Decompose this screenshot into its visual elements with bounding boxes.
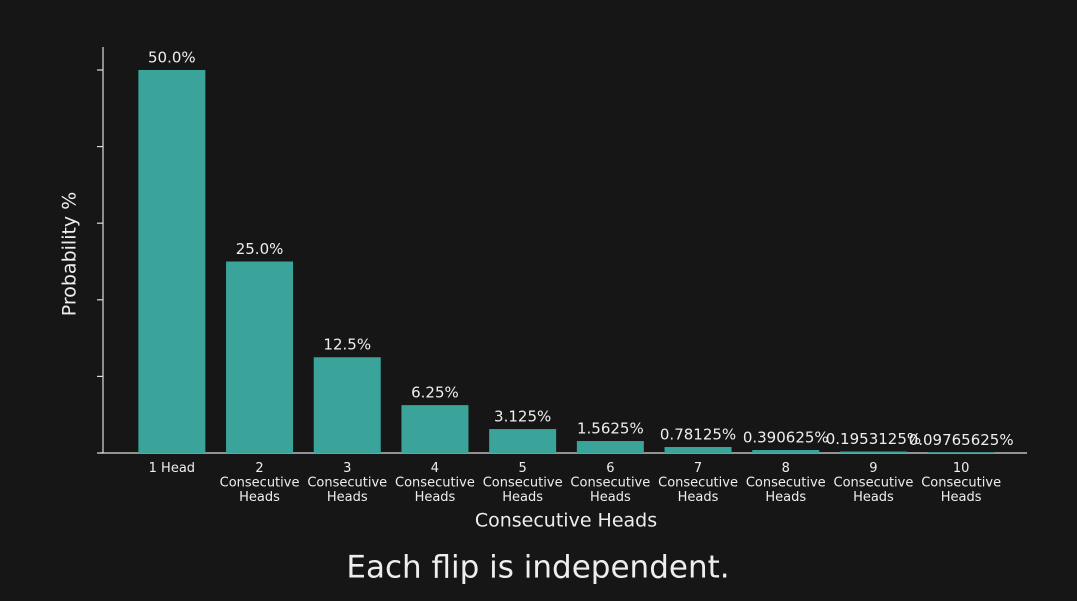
bar	[138, 69, 206, 453]
x-tick-label: 5 Consecutive Heads	[483, 461, 563, 505]
x-tick-label: 3 Consecutive Heads	[307, 461, 387, 505]
bar	[489, 429, 557, 453]
x-tick-label-line: Heads	[327, 490, 368, 505]
x-tick-label: 9 Consecutive Heads	[834, 461, 914, 505]
x-tick-label: 4 Consecutive Heads	[395, 461, 475, 505]
x-tick-label: 10 Consecutive Heads	[921, 461, 1001, 505]
x-tick-label-line: Consecutive	[834, 475, 914, 490]
x-tick-label-line: Heads	[765, 490, 806, 505]
x-tick-label-line: 2	[255, 461, 263, 476]
bar	[313, 357, 381, 453]
value-label: 50.0%	[148, 48, 196, 66]
x-tick-label-line: 10	[953, 461, 970, 476]
value-label: 0.78125%	[660, 426, 736, 444]
bar	[927, 452, 995, 453]
y-axis-title: Probability %	[59, 192, 81, 317]
x-tick-label-line: Consecutive	[395, 475, 475, 490]
value-label: 1.5625%	[577, 420, 644, 438]
value-label: 6.25%	[411, 384, 459, 402]
bar	[839, 451, 907, 453]
x-tick-label-line: 8	[782, 461, 790, 476]
x-tick-label-line: 9	[869, 461, 877, 476]
x-tick-label-line: Consecutive	[483, 475, 563, 490]
value-label: 0.1953125%	[826, 430, 921, 448]
bar	[401, 405, 469, 453]
value-label: 12.5%	[323, 336, 371, 354]
x-tick-label-line: Consecutive	[658, 475, 738, 490]
x-tick-label-line: Heads	[415, 490, 456, 505]
value-label: 0.390625%	[743, 429, 829, 447]
value-label: 0.09765625%	[909, 431, 1014, 449]
x-tick-label-line: 6	[606, 461, 614, 476]
x-axis-title: Consecutive Heads	[475, 510, 657, 532]
x-tick-label: 2 Consecutive Heads	[220, 461, 300, 505]
x-tick-label-line: 3	[343, 461, 351, 476]
x-tick-label-line: Heads	[239, 490, 280, 505]
x-tick-label-line: Heads	[590, 490, 631, 505]
x-tick-label-line: Heads	[502, 490, 543, 505]
x-tick-label-line: 4	[431, 461, 439, 476]
x-tick-label: 1 Head	[149, 461, 195, 476]
x-tick-label: 7 Consecutive Heads	[658, 461, 738, 505]
x-tick-label-line: Consecutive	[746, 475, 826, 490]
x-tick-label-line: Heads	[941, 490, 982, 505]
x-tick-label-line: Consecutive	[921, 475, 1001, 490]
value-label: 3.125%	[494, 408, 551, 426]
bar	[752, 450, 820, 453]
value-label: 25.0%	[236, 240, 284, 258]
x-tick-label-line: 7	[694, 461, 702, 476]
x-tick-label-line: Consecutive	[220, 475, 300, 490]
x-tick-label-line: Consecutive	[307, 475, 387, 490]
x-tick-label-line: 5	[519, 461, 527, 476]
bar	[576, 441, 644, 453]
x-tick-label-line: Heads	[678, 490, 719, 505]
bar	[226, 261, 294, 453]
bar	[664, 447, 732, 453]
x-tick-label: 8 Consecutive Heads	[746, 461, 826, 505]
x-tick-label-line: Heads	[853, 490, 894, 505]
x-tick-label: 6 Consecutive Heads	[570, 461, 650, 505]
x-tick-label-line: 1 Head	[149, 461, 195, 476]
x-tick-label-line: Consecutive	[570, 475, 650, 490]
caption: Each flip is independent.	[346, 550, 729, 586]
